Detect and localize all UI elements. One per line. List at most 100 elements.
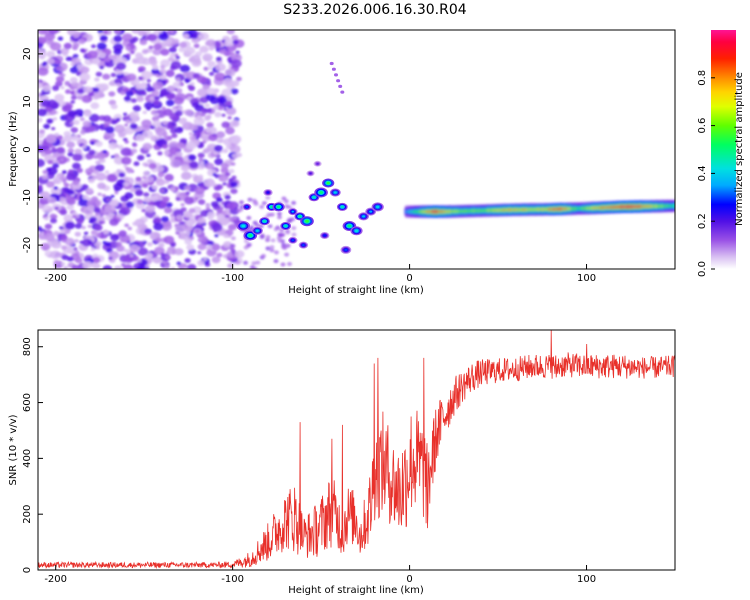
heatmap-noise-blob xyxy=(170,159,182,168)
heatmap-noise-blob xyxy=(168,46,177,53)
heatmap-noise-blob xyxy=(64,80,71,86)
heatmap-noise-blob xyxy=(54,93,65,102)
snr-panel: -200 -100 0 100 0 200 400 600 800 Height of str… xyxy=(8,329,676,596)
heatmap-noise-blob xyxy=(38,93,41,98)
heatmap-noise-blob xyxy=(124,123,129,127)
heatmap-noise-blob xyxy=(273,259,279,264)
heatmap-noise-blob xyxy=(44,233,55,242)
heatmap-noise-blob xyxy=(178,47,186,53)
heatmap-noise-blob xyxy=(126,168,133,174)
heatmap-noise-blob xyxy=(180,203,185,207)
heatmap-noise-blob xyxy=(114,78,122,85)
signal-patch xyxy=(340,205,344,208)
heatmap-noise-blob xyxy=(137,30,146,37)
heatmap-noise-blob xyxy=(164,264,170,269)
heatmap-noise-blob xyxy=(185,230,191,235)
signal-patch xyxy=(291,239,295,242)
signal-patch xyxy=(248,234,253,237)
signal-patch xyxy=(284,224,288,228)
signal-patch xyxy=(323,234,327,237)
heatmap-noise-blob xyxy=(214,111,222,118)
heatmap-noise-blob xyxy=(47,197,57,204)
heatmap-noise-blob xyxy=(188,154,197,161)
heatmap-noise-blob xyxy=(142,130,154,139)
heatmap-noise-blob xyxy=(159,74,167,80)
heatmap-noise-blob xyxy=(72,214,77,219)
heatmap-noise-blob xyxy=(92,87,100,93)
heatmap-noise-blob xyxy=(153,43,163,50)
heatmap-noise-blob xyxy=(197,243,207,251)
heatmap-noise-blob xyxy=(182,33,190,39)
signal-patch xyxy=(354,229,359,233)
heatmap-noise-blob xyxy=(80,184,89,191)
heatmap-noise-blob xyxy=(136,265,144,269)
heatmap-noise-blob xyxy=(214,72,226,82)
heatmap-noise-blob xyxy=(261,253,266,258)
heatmap-noise-blob xyxy=(202,84,210,90)
heatmap-noise-blob xyxy=(135,176,142,182)
heatmap-noise-blob xyxy=(60,47,70,55)
heatmap-noise-blob xyxy=(227,263,234,269)
heatmap-noise-blob xyxy=(55,81,63,87)
heatmap-noise-blob xyxy=(113,265,123,269)
heatmap-noise-blob xyxy=(180,164,190,172)
heatmap-noise-blob xyxy=(224,194,231,200)
heatmap-noise-blob xyxy=(62,170,67,174)
heatmap-noise-blob xyxy=(59,209,67,216)
heatmap-noise-blob xyxy=(146,153,151,158)
heatmap-noise-blob xyxy=(274,250,279,255)
heatmap-noise-blob xyxy=(72,57,81,65)
heatmap-noise-blob xyxy=(232,218,238,223)
heatmap-noise-blob xyxy=(276,211,282,216)
heatmap-noise-blob xyxy=(134,218,145,227)
heatmap-noise-blob xyxy=(44,223,53,230)
heatmap-noise-blob xyxy=(216,252,223,258)
heatmap-noise-blob xyxy=(209,71,215,76)
heatmap-noise-blob xyxy=(188,85,196,91)
heatmap-noise-blob xyxy=(155,178,166,186)
heatmap-noise-blob xyxy=(142,240,147,244)
snr-y-label: SNR (10 * v/v) xyxy=(8,414,19,485)
heatmap-noise-blob xyxy=(102,265,113,269)
heatmap-noise-blob xyxy=(184,109,194,116)
heatmap-noise-blob xyxy=(122,264,134,269)
heatmap-noise-blob xyxy=(201,113,206,117)
heatmap-noise-blob xyxy=(175,151,183,157)
heatmap-noise-blob xyxy=(79,72,91,82)
heatmap-noise-blob xyxy=(145,205,156,213)
heatmap-noise-blob xyxy=(157,171,165,178)
heatmap-noise-blob xyxy=(251,261,257,266)
heatmap-noise-blob xyxy=(174,126,184,134)
heatmap-noise-blob xyxy=(77,88,85,94)
heatmap-noise-blob xyxy=(175,77,181,82)
heatmap-noise-blob xyxy=(190,54,201,63)
heatmap-noise-blob xyxy=(38,52,47,59)
heatmap-noise-blob xyxy=(125,53,131,58)
heatmap-noise-blob xyxy=(197,260,205,266)
heatmap-noise-blob xyxy=(163,108,173,117)
heatmap-noise-blob xyxy=(42,84,52,92)
signal-patch xyxy=(305,219,309,223)
heatmap-noise-blob xyxy=(110,155,116,159)
heatmap-noise-blob xyxy=(228,178,234,182)
heatmap-noise-blob xyxy=(72,54,79,59)
heatmap-noise-blob xyxy=(86,204,95,212)
heatmap-noise-blob xyxy=(175,110,183,117)
heatmap-noise-blob xyxy=(90,247,96,252)
heatmap-noise-blob xyxy=(55,66,62,71)
heatmap-noise-blob xyxy=(166,85,176,93)
heatmap-noise-blob xyxy=(66,172,77,181)
heatmap-noise-blob xyxy=(118,132,126,138)
x-tick-label: 0 xyxy=(406,574,412,585)
heatmap-noise-blob xyxy=(197,217,207,224)
heatmap-noise-blob xyxy=(183,157,189,161)
heatmap-noise-blob xyxy=(141,91,147,96)
heatmap-noise-blob xyxy=(69,66,79,74)
heatmap-noise-blob xyxy=(38,144,44,153)
heatmap-noise-blob xyxy=(118,172,126,178)
heatmap-noise-blob xyxy=(157,151,163,156)
heatmap-noise-blob xyxy=(103,30,108,34)
heatmap-noise-blob xyxy=(223,241,232,248)
heatmap-noise-blob xyxy=(142,171,150,176)
heatmap-noise-blob xyxy=(161,216,169,223)
